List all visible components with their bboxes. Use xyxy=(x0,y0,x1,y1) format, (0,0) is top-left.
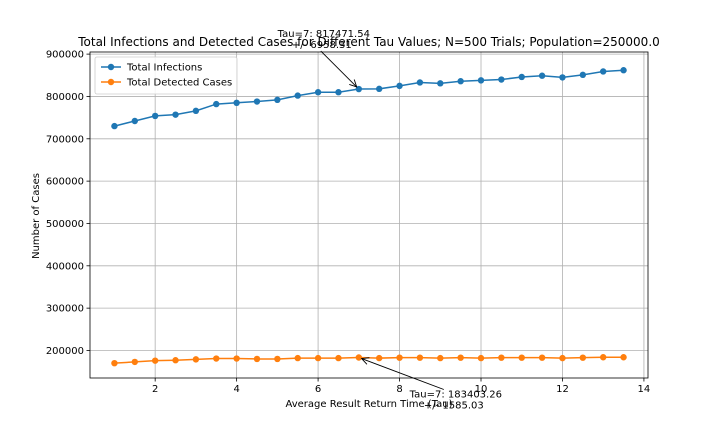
data-point xyxy=(233,99,240,107)
annotation-layer: Tau=7: 817471.54+/- 6958.31 Tau=7: 183403… xyxy=(277,29,502,411)
data-point xyxy=(559,354,566,362)
annotation-0: Tau=7: 817471.54+/- 6958.31 xyxy=(277,29,370,88)
data-point xyxy=(294,92,301,99)
data-point xyxy=(213,355,220,362)
data-point xyxy=(599,354,607,361)
legend-marker xyxy=(107,78,115,86)
data-point xyxy=(457,78,464,85)
data-point xyxy=(274,96,281,104)
data-point xyxy=(620,67,627,74)
data-point xyxy=(477,77,485,84)
x-tick-label: 6 xyxy=(315,384,321,395)
legend-entry-0: Total Infections xyxy=(101,63,202,74)
data-point xyxy=(437,354,444,362)
data-point xyxy=(131,358,139,366)
y-tick-label: 800000 xyxy=(46,92,84,103)
data-point xyxy=(498,354,505,361)
chart-title: Total Infections and Detected Cases for … xyxy=(77,35,660,49)
data-point xyxy=(111,359,118,367)
data-point xyxy=(559,74,566,81)
data-point xyxy=(192,356,200,363)
annotation-line2: +/- 6958.31 xyxy=(292,40,352,51)
legend-box xyxy=(94,56,238,95)
annotation-arrowhead xyxy=(349,79,358,88)
data-point xyxy=(416,79,424,86)
data-point xyxy=(396,82,403,90)
data-point xyxy=(599,68,607,75)
x-tick-label: 14 xyxy=(638,384,651,395)
data-point xyxy=(416,354,424,361)
annotation-1: Tau=7: 183403.26+/- 1585.03 xyxy=(360,357,502,412)
x-tick-label: 12 xyxy=(556,384,569,395)
legend-label: Total Infections xyxy=(126,63,202,74)
data-point xyxy=(274,355,281,363)
data-point xyxy=(538,354,546,361)
annotation-arrowhead xyxy=(360,357,370,365)
x-axis-label: Average Result Return Time (Tau) xyxy=(285,399,452,410)
data-point xyxy=(172,357,179,364)
y-tick-label: 300000 xyxy=(46,304,84,315)
data-point xyxy=(294,354,301,362)
y-tick-label: 900000 xyxy=(46,50,84,61)
data-point xyxy=(518,354,525,361)
plot-frame xyxy=(89,51,649,379)
data-point xyxy=(233,355,240,362)
data-point xyxy=(314,89,322,96)
data-point xyxy=(620,354,627,361)
annotation-arrow xyxy=(361,358,444,390)
grid xyxy=(90,52,648,378)
data-point xyxy=(111,122,118,130)
x-tick-label: 2 xyxy=(152,384,158,395)
x-tick-label: 8 xyxy=(396,384,402,395)
data-point xyxy=(213,100,220,108)
data-point xyxy=(253,355,261,363)
x-axis: 2 4 6 8 10 12 14 xyxy=(152,378,650,395)
data-point xyxy=(579,71,587,79)
y-tick-label: 400000 xyxy=(46,261,84,272)
data-point xyxy=(579,354,587,361)
data-point xyxy=(538,72,546,79)
data-point xyxy=(396,354,403,361)
annotation-line1: Tau=7: 183403.26 xyxy=(409,390,502,401)
data-point xyxy=(437,80,444,87)
legend-entry-1: Total Detected Cases xyxy=(101,78,232,89)
data-point xyxy=(253,98,261,105)
y-tick-label: 200000 xyxy=(46,346,84,357)
data-point xyxy=(457,354,464,361)
y-tick-label: 500000 xyxy=(46,219,84,230)
data-point xyxy=(375,85,383,93)
data-point xyxy=(131,117,139,125)
data-point xyxy=(518,73,525,81)
y-tick-label: 700000 xyxy=(46,134,84,145)
legend-label: Total Detected Cases xyxy=(126,78,232,89)
data-point xyxy=(192,107,200,115)
data-point xyxy=(498,76,505,83)
data-point xyxy=(314,354,322,362)
series-0 xyxy=(111,67,627,130)
annotation-line2: +/- 1585.03 xyxy=(424,401,484,412)
x-tick-label: 10 xyxy=(475,384,488,395)
series-line xyxy=(114,69,624,127)
data-point xyxy=(335,354,342,362)
annotation-arrow xyxy=(320,50,358,88)
data-point xyxy=(172,111,179,118)
legend-marker xyxy=(107,63,115,71)
x-tick-label: 4 xyxy=(233,384,239,395)
legend: Total Infections Total Detected Cases xyxy=(94,56,238,95)
data-point xyxy=(335,89,342,96)
data-point xyxy=(151,112,159,120)
data-point xyxy=(151,357,159,364)
data-point xyxy=(355,354,363,361)
data-point xyxy=(477,354,485,362)
y-axis-label: Number of Cases xyxy=(31,173,42,259)
y-axis: 200000 300000 400000 500000 600000 700000 8000… xyxy=(46,50,90,357)
y-tick-label: 600000 xyxy=(46,177,84,188)
annotation-line1: Tau=7: 817471.54 xyxy=(277,29,370,40)
data-point xyxy=(375,354,383,362)
